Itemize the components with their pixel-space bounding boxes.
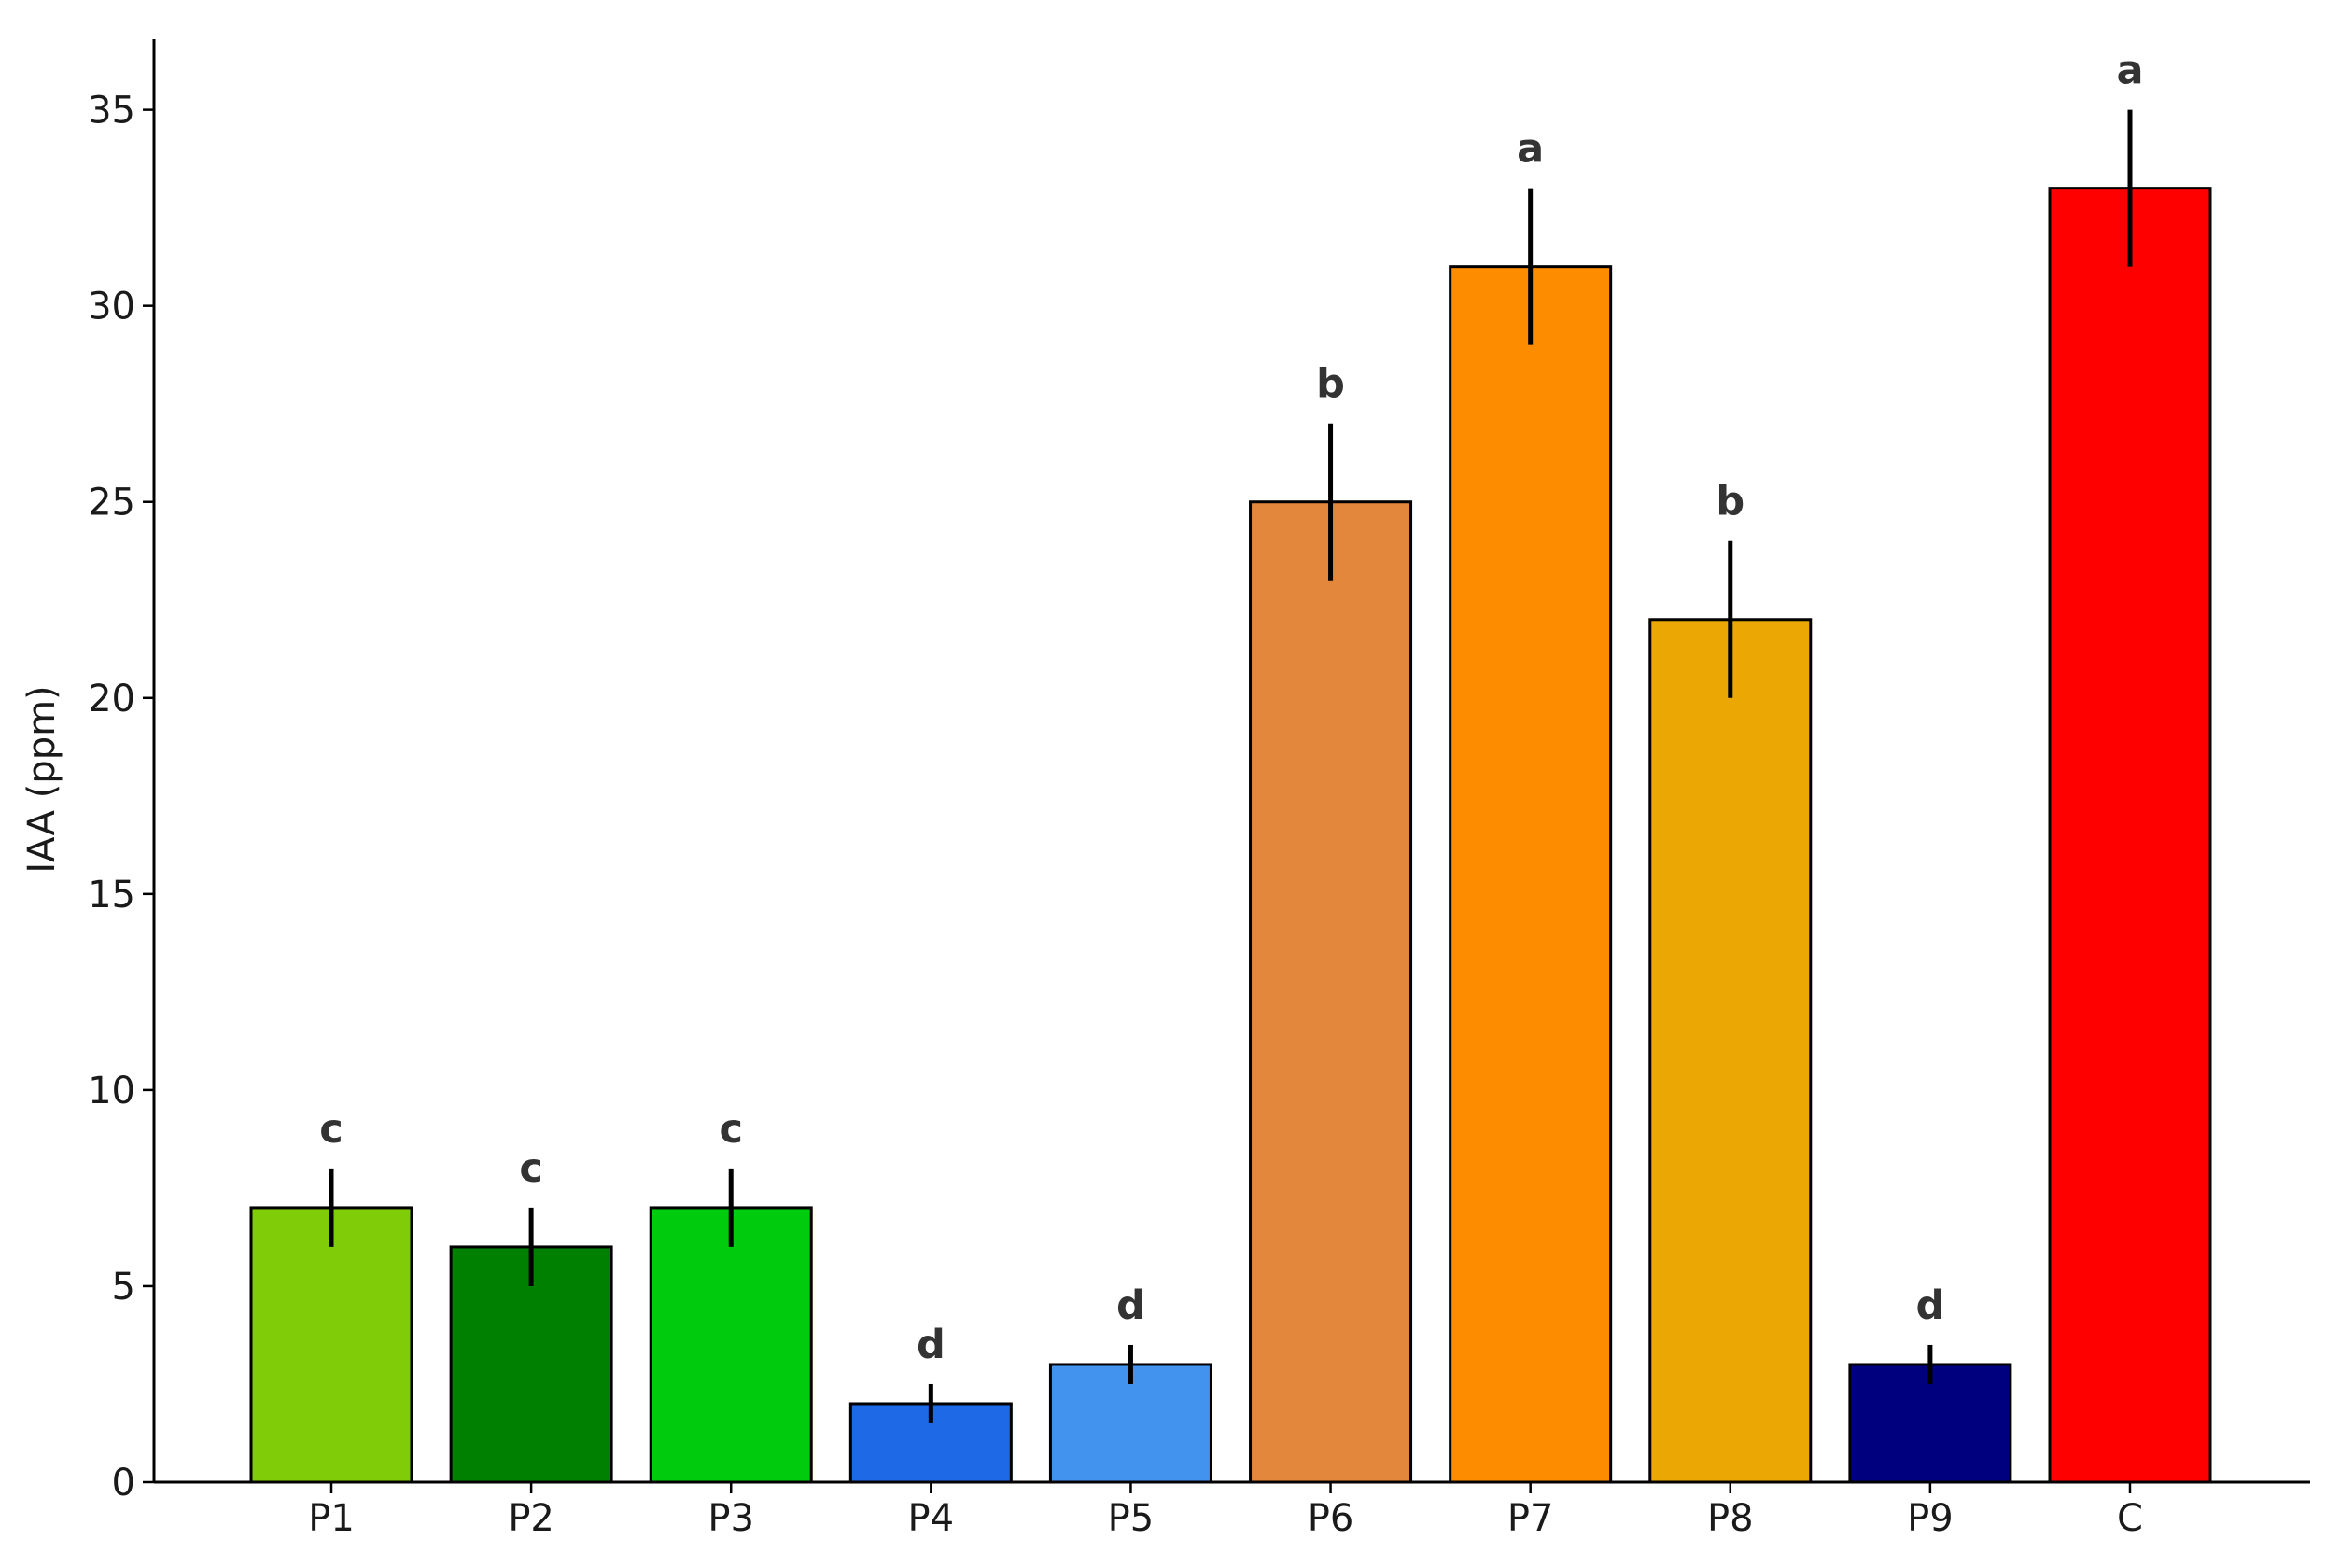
significance-label-c: a (2116, 48, 2143, 94)
bar-p1 (249, 1206, 413, 1484)
bar-p6 (1249, 500, 1413, 1484)
y-tick-label-25: 25 (88, 482, 135, 525)
y-ticks-layer: 0 5 10 15 20 25 30 35 (88, 90, 154, 1505)
y-tick-label-15: 15 (88, 874, 135, 917)
x-tick-label-p2: P2 (508, 1497, 554, 1540)
bar-c (2048, 187, 2212, 1484)
bar-p7 (1449, 265, 1613, 1484)
significance-label-p7: a (1517, 126, 1544, 173)
y-tick-label-5: 5 (112, 1266, 135, 1309)
error-bars-layer (329, 109, 2133, 1423)
bar-p8 (1648, 618, 1813, 1484)
significance-labels-layer: c c c d d b a b d a (319, 48, 2143, 1368)
significance-label-p3: c (719, 1106, 743, 1153)
bar-p4 (848, 1402, 1013, 1484)
significance-label-p1: c (319, 1106, 343, 1153)
significance-label-p4: d (917, 1322, 946, 1368)
x-tick-label-c: C (2117, 1497, 2143, 1540)
x-tick-label-p5: P5 (1108, 1497, 1155, 1540)
y-tick-label-10: 10 (88, 1070, 135, 1113)
y-tick-label-20: 20 (88, 678, 135, 721)
significance-label-p8: b (1716, 479, 1744, 525)
significance-label-p2: c (519, 1145, 543, 1192)
significance-label-p9: d (1915, 1282, 1944, 1329)
x-tick-label-p8: P8 (1707, 1497, 1754, 1540)
x-tick-label-p7: P7 (1507, 1497, 1554, 1540)
significance-label-p6: b (1316, 361, 1345, 408)
axes-layer (152, 39, 2310, 1484)
bar-p3 (649, 1206, 813, 1484)
x-tick-label-p4: P4 (908, 1497, 955, 1540)
y-tick-label-35: 35 (88, 90, 135, 133)
x-tick-label-p9: P9 (1907, 1497, 1954, 1540)
x-tick-label-p3: P3 (708, 1497, 754, 1540)
y-tick-label-30: 30 (88, 286, 135, 329)
x-tick-label-p1: P1 (308, 1497, 355, 1540)
bars-layer (249, 187, 2212, 1484)
x-tick-label-p6: P6 (1308, 1497, 1354, 1540)
y-tick-label-0: 0 (112, 1462, 135, 1505)
x-ticks-layer: P1 P2 P3 P4 P5 P6 P7 P8 P9 C (308, 1482, 2143, 1540)
y-axis-title: IAA (ppm) (21, 685, 63, 873)
significance-label-p5: d (1116, 1282, 1145, 1329)
